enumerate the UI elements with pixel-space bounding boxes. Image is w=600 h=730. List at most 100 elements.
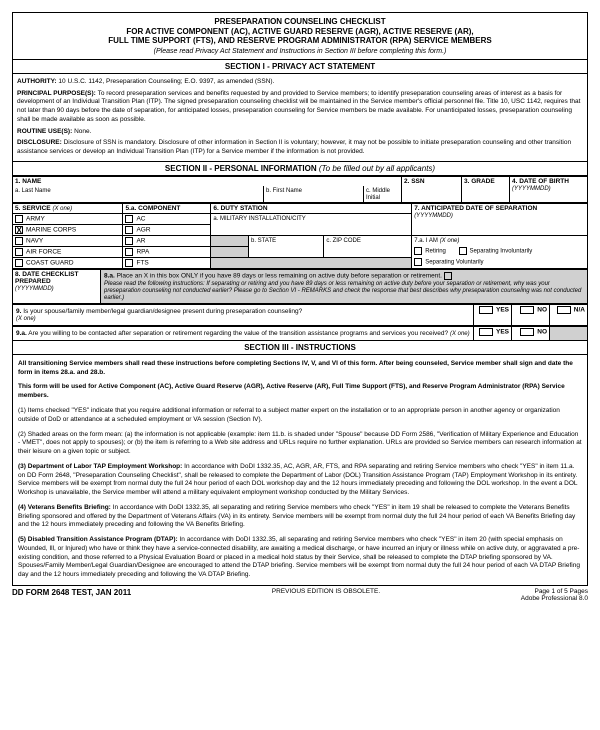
routine-label: ROUTINE USE(S): <box>17 128 72 135</box>
footer-center: PREVIOUS EDITION IS OBSOLETE. <box>272 588 380 602</box>
chk-marine[interactable] <box>15 226 23 234</box>
f7a: 7.a. I AM <box>414 238 438 244</box>
f1-label: 1. NAME <box>15 178 41 185</box>
f9-text: Is your spouse/family member/legal guard… <box>23 308 302 315</box>
p7-lbl: (5) Disabled Transition Assistance Progr… <box>18 536 178 543</box>
chk-coastguard[interactable] <box>15 259 23 267</box>
f4-sub: (YYYYMMDD) <box>512 186 551 192</box>
form-header: PRESEPARATION COUNSELING CHECKLIST FOR A… <box>12 12 588 60</box>
f4-label: 4. DATE OF BIRTH <box>512 178 569 185</box>
form-page: PRESEPARATION COUNSELING CHECKLIST FOR A… <box>0 0 600 614</box>
instr-p3: (1) Items checked "YES" indicate that yo… <box>18 407 582 425</box>
footer-right2: Adobe Professional 8.0 <box>521 595 588 602</box>
chk-retiring[interactable] <box>414 247 422 255</box>
svc-marine: MARINE CORPS <box>26 227 76 234</box>
header-subtitle: (Please read Privacy Act Statement and I… <box>17 48 583 55</box>
title-line2: FOR ACTIVE COMPONENT (AC), ACTIVE GUARD … <box>17 27 583 37</box>
comp-ac: AC <box>136 216 145 223</box>
chk-army[interactable] <box>15 215 23 223</box>
f3-label: 3. GRADE <box>464 178 495 185</box>
svc-army: ARMY <box>26 216 45 223</box>
f7s: (YYYYMMDD) <box>414 213 453 219</box>
row8: 8. DATE CHECKLIST PREPARED(YYYYMMDD) 8.a… <box>12 269 588 304</box>
authority-text: 10 U.S.C. 1142, Preseparation Counseling… <box>58 78 274 85</box>
title-line3: FULL TIME SUPPORT (FTS), AND RESERVE PRO… <box>17 36 583 46</box>
yes2: YES <box>496 329 509 336</box>
footer-right1: Page 1 of 5 Pages <box>521 588 588 595</box>
chk-agr[interactable] <box>125 226 133 234</box>
chk-rpa[interactable] <box>125 248 133 256</box>
chk-9-yes[interactable] <box>479 306 493 314</box>
f8s: (YYYYMMDD) <box>15 286 54 292</box>
section2-bar: SECTION II - PERSONAL INFORMATION (To be… <box>12 162 588 176</box>
f6c: c. ZIP CODE <box>326 238 361 244</box>
chk-fts[interactable] <box>125 259 133 267</box>
f1c: c. Middle Initial <box>366 188 390 201</box>
f2-label: 2. SSN <box>404 178 425 185</box>
footer: DD FORM 2648 TEST, JAN 2011 PREVIOUS EDI… <box>12 588 588 602</box>
f8a-lbl: 8.a. <box>104 273 115 280</box>
f7-label: 7. ANTICIPATED DATE OF SEPARATION <box>414 205 537 212</box>
chk-9-no[interactable] <box>520 306 534 314</box>
disclosure-text: Disclosure of SSN is mandatory. Disclosu… <box>17 139 571 155</box>
instr-p2: This form will be used for Active Compon… <box>18 383 582 401</box>
chk-ar[interactable] <box>125 237 133 245</box>
svc-navy: NAVY <box>26 238 43 245</box>
chk-9a-yes[interactable] <box>479 328 493 336</box>
f8a2: Please read the following instructions: … <box>104 281 581 301</box>
title-line1: PRESEPARATION COUNSELING CHECKLIST <box>17 17 583 27</box>
section2-title: SECTION II - PERSONAL INFORMATION <box>165 164 317 173</box>
comp-rpa: RPA <box>136 249 149 256</box>
instructions: All transitioning Service members shall … <box>12 355 588 586</box>
chk-9-na[interactable] <box>557 306 571 314</box>
instr-p1: All transitioning Service members shall … <box>18 360 582 378</box>
footer-left: DD FORM 2648 TEST, JAN 2011 <box>12 588 131 602</box>
purpose-text: To record preseparation services and ben… <box>17 90 580 123</box>
f9a-text: Are you willing to be contacted after se… <box>28 330 448 337</box>
sep1: Retiring <box>425 249 446 255</box>
f1b: b. First Name <box>266 188 302 194</box>
sep2: Separating Involuntarily <box>470 249 533 255</box>
p5-lbl: (3) Department of Labor TAP Employment W… <box>18 463 182 470</box>
chk-airforce[interactable] <box>15 248 23 256</box>
comp-fts: FTS <box>136 260 148 267</box>
chk-9a-no[interactable] <box>520 328 534 336</box>
f5-label: 5. SERVICE <box>15 205 51 212</box>
purpose-label: PRINCIPAL PURPOSE(S): <box>17 90 96 97</box>
f1a: a. Last Name <box>15 188 51 194</box>
chk-ac[interactable] <box>125 215 133 223</box>
routine-text: None. <box>74 128 91 135</box>
f9a-lbl: 9.a. <box>16 330 27 337</box>
authority-label: AUTHORITY: <box>17 78 57 85</box>
instr-p4: (2) Shaded areas on the form mean: (a) t… <box>18 431 582 457</box>
f6-label: 6. DUTY STATION <box>213 205 267 212</box>
yes1: YES <box>496 307 509 314</box>
f5x: (X one) <box>52 206 72 212</box>
f8a-text: Place an X in this box ONLY if you have … <box>117 273 442 280</box>
no2: NO <box>537 329 547 336</box>
comp-ar: AR <box>136 238 145 245</box>
chk-sep-vol[interactable] <box>414 258 422 266</box>
sep3: Separating Voluntarily <box>425 260 483 266</box>
personal-info-table: 1. NAME 2. SSN 3. GRADE 4. DATE OF BIRTH… <box>12 176 588 203</box>
f5a-label: 5.a. COMPONENT <box>125 205 180 212</box>
service-table: 5. SERVICE (X one) 5.a. COMPONENT 6. DUT… <box>12 203 588 269</box>
f9ax: (X one) <box>450 331 470 337</box>
privacy-block: AUTHORITY: 10 U.S.C. 1142, Preseparation… <box>12 74 588 162</box>
f6b: b. STATE <box>251 238 276 244</box>
f7ax: (X one) <box>440 238 460 244</box>
section3-bar: SECTION III - INSTRUCTIONS <box>12 341 588 355</box>
no1: NO <box>537 307 547 314</box>
disclosure-label: DISCLOSURE: <box>17 139 62 146</box>
svc-coastguard: COAST GUARD <box>26 260 74 267</box>
f9x: (X one) <box>16 316 36 322</box>
svc-airforce: AIR FORCE <box>26 249 61 256</box>
chk-sep-invol[interactable] <box>459 247 467 255</box>
f6a: a. MILITARY INSTALLATION/CITY <box>213 216 305 222</box>
chk-navy[interactable] <box>15 237 23 245</box>
f8-label: 8. DATE CHECKLIST PREPARED <box>15 271 78 285</box>
p6-lbl: (4) Veterans Benefits Briefing: <box>18 504 111 511</box>
row9: 9. Is your spouse/family member/legal gu… <box>12 304 588 326</box>
comp-agr: AGR <box>136 227 150 234</box>
chk-8a[interactable] <box>444 272 452 280</box>
